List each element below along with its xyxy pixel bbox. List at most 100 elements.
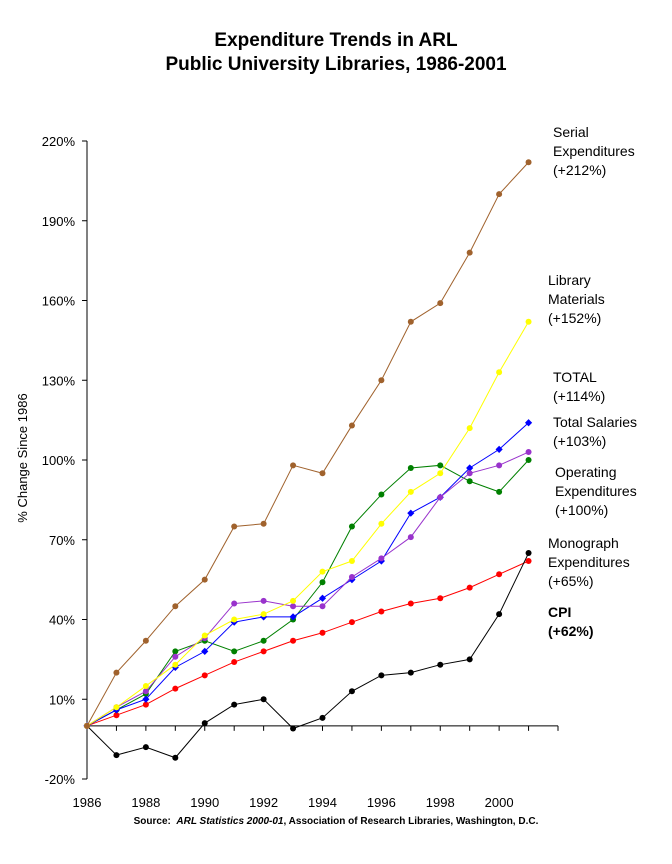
series-operating-expenditures [84, 457, 532, 729]
data-point [290, 603, 297, 610]
data-point [407, 488, 414, 495]
data-point [231, 701, 238, 708]
data-point [378, 608, 385, 615]
data-point [172, 754, 179, 761]
data-point [201, 576, 208, 583]
series-library-materials [84, 318, 532, 729]
data-point [407, 600, 414, 607]
series-label-line: (+103%) [553, 433, 606, 449]
data-point [437, 462, 444, 469]
data-point [496, 191, 503, 198]
data-point [260, 597, 267, 604]
series-cpi [84, 558, 532, 729]
series-label-line: Expenditures [555, 483, 637, 499]
x-tick-label: 1992 [249, 795, 278, 810]
y-tick-label: 100% [42, 453, 76, 468]
chart-title-line-1: Expenditure Trends in ARL [214, 30, 458, 51]
data-point [201, 647, 209, 655]
series-label-total-salaries: Total Salaries (+103%) [553, 414, 637, 449]
series-line-cpi [86, 560, 529, 727]
x-tick-label: 1990 [190, 795, 219, 810]
series-label-line: (+114%) [553, 388, 605, 404]
data-point [525, 449, 532, 456]
series-label-library-materials: Library Materials (+152%) [548, 272, 605, 326]
data-point [407, 509, 415, 517]
data-point [525, 318, 532, 325]
data-point [319, 629, 326, 636]
data-point [113, 704, 120, 711]
series-label-line: (+212%) [553, 162, 606, 178]
y-tick-label: 190% [42, 214, 76, 229]
series-label-operating-expenditures: Operating Expenditures (+100%) [555, 464, 637, 518]
y-tick-label: -20% [45, 772, 76, 787]
data-point [260, 648, 267, 655]
data-point [437, 661, 444, 668]
data-point [348, 422, 355, 429]
series-label-serial-expenditures: Serial Expenditures (+212%) [553, 124, 635, 178]
data-point [525, 457, 532, 463]
data-point [231, 616, 238, 623]
data-point [231, 648, 238, 655]
data-point [466, 425, 473, 432]
data-point [172, 603, 179, 610]
data-point [319, 470, 326, 477]
data-point [290, 725, 297, 732]
data-point [378, 672, 385, 679]
data-point [348, 688, 355, 695]
data-point [378, 555, 385, 562]
series-line-serial-expenditures [86, 161, 529, 727]
y-tick-label: 220% [42, 134, 76, 149]
data-point [466, 470, 473, 477]
axes: -20% 10% 40% 70% 100% 130% 160% 190% 220% 1986 198… [42, 134, 559, 810]
data-point [437, 470, 444, 477]
series-line-monograph-expenditures [86, 552, 530, 759]
data-point [466, 656, 473, 663]
data-point [113, 712, 120, 719]
data-point [348, 523, 355, 530]
source-prefix: Source: [133, 816, 171, 827]
data-point [319, 568, 326, 575]
data-point [319, 714, 326, 721]
series-layer [83, 159, 533, 761]
series-line-total-salaries [86, 422, 529, 727]
data-point [231, 659, 238, 666]
series-labels: Serial Expenditures (+212%) Library Material… [548, 124, 637, 639]
y-tick-label: 130% [42, 373, 76, 388]
data-point [201, 632, 208, 639]
data-point [260, 696, 267, 703]
data-point [495, 445, 503, 453]
data-point [289, 613, 297, 621]
data-point [466, 464, 474, 472]
data-point [378, 491, 385, 498]
data-point [318, 594, 327, 602]
data-point [525, 558, 532, 565]
data-point [142, 682, 149, 689]
data-point [466, 249, 473, 256]
data-point [142, 701, 149, 708]
data-point [172, 653, 179, 660]
data-point [348, 619, 355, 626]
data-point [172, 648, 179, 655]
data-point [231, 600, 238, 607]
series-serial-expenditures [84, 159, 532, 729]
x-tick-label: 1988 [131, 795, 160, 810]
data-point [378, 520, 385, 527]
data-point [319, 579, 326, 586]
data-point [260, 611, 267, 618]
data-point [525, 550, 532, 557]
data-point [437, 494, 444, 501]
data-point [466, 584, 473, 591]
data-point [113, 752, 120, 759]
data-point [290, 597, 297, 604]
data-point [407, 318, 414, 325]
series-label-line: Expenditures [553, 143, 635, 159]
data-point [525, 159, 532, 166]
data-point [142, 688, 149, 695]
series-line-library-materials [86, 321, 529, 727]
data-point [84, 722, 90, 729]
series-label-line: Expenditures [548, 554, 630, 570]
data-point [142, 637, 149, 644]
series-label-line: Library [548, 272, 591, 288]
data-point [172, 685, 179, 692]
